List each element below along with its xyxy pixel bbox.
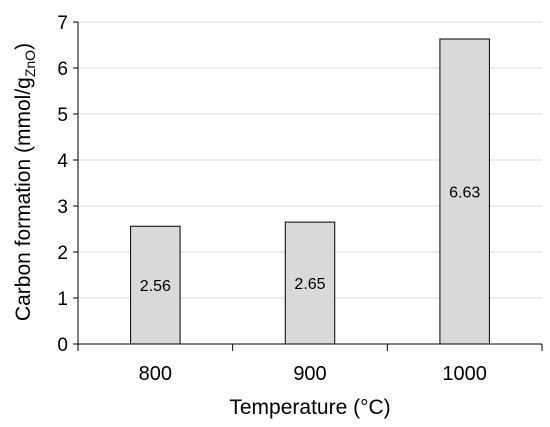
bar-1000 <box>439 38 490 345</box>
bar-900 <box>284 221 336 345</box>
x-tick-labels: 800 900 1000 <box>139 363 487 385</box>
y-axis-title-suffix: ) <box>12 43 35 50</box>
y-tick-labels: 0 1 2 3 4 5 6 7 <box>57 13 68 356</box>
y-tick-label: 6 <box>57 59 68 80</box>
y-tick-label: 5 <box>57 105 68 126</box>
y-axis-title-main: Carbon formation (mmol/g <box>12 77 35 321</box>
y-axis-title: Carbon formation (mmol/gZnO) <box>12 43 38 321</box>
y-tick-label: 2 <box>57 243 68 264</box>
y-tick-label: 7 <box>57 13 68 34</box>
data-label: 2.65 <box>294 276 325 293</box>
data-label: 6.63 <box>449 185 480 202</box>
data-label: 2.56 <box>140 278 171 295</box>
axes <box>73 21 543 351</box>
x-axis-title: Temperature (°C) <box>229 396 390 419</box>
y-tick-label: 0 <box>57 335 68 356</box>
x-tick-label: 1000 <box>442 363 487 385</box>
y-axis-title-subscript: ZnO <box>22 50 38 77</box>
x-tick-label: 900 <box>293 363 326 385</box>
y-tick-label: 4 <box>57 151 68 172</box>
x-tick-label: 800 <box>139 363 172 385</box>
y-tick-label: 1 <box>57 289 68 310</box>
y-tick-label: 3 <box>57 197 68 218</box>
data-labels: 2.56 2.65 6.63 <box>140 185 481 296</box>
